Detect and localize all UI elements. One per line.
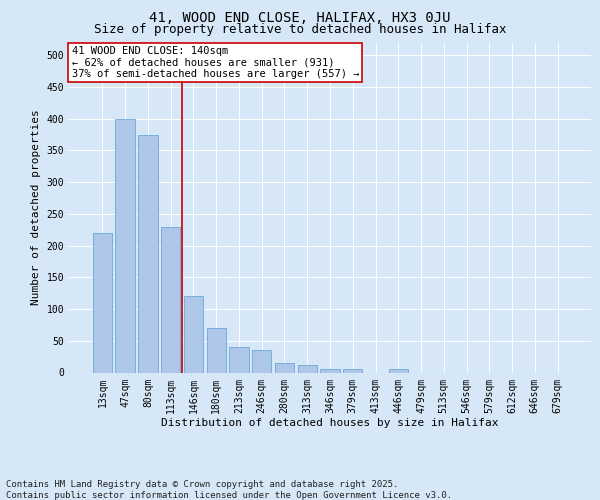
Text: Size of property relative to detached houses in Halifax: Size of property relative to detached ho…	[94, 22, 506, 36]
Text: 41, WOOD END CLOSE, HALIFAX, HX3 0JU: 41, WOOD END CLOSE, HALIFAX, HX3 0JU	[149, 11, 451, 25]
Bar	[161, 226, 181, 372]
Text: Contains HM Land Registry data © Crown copyright and database right 2025.
Contai: Contains HM Land Registry data © Crown c…	[6, 480, 452, 500]
Bar	[275, 363, 294, 372]
Bar	[184, 296, 203, 372]
Text: 41 WOOD END CLOSE: 140sqm
← 62% of detached houses are smaller (931)
37% of semi: 41 WOOD END CLOSE: 140sqm ← 62% of detac…	[71, 46, 359, 79]
Bar	[389, 370, 408, 372]
Bar	[138, 134, 158, 372]
Bar	[229, 347, 248, 372]
Bar	[252, 350, 271, 372]
Bar	[343, 370, 362, 372]
Bar	[320, 370, 340, 372]
Bar	[206, 328, 226, 372]
Bar	[115, 118, 135, 372]
Bar	[93, 233, 112, 372]
Bar	[298, 365, 317, 372]
Y-axis label: Number of detached properties: Number of detached properties	[31, 110, 41, 306]
X-axis label: Distribution of detached houses by size in Halifax: Distribution of detached houses by size …	[161, 418, 499, 428]
